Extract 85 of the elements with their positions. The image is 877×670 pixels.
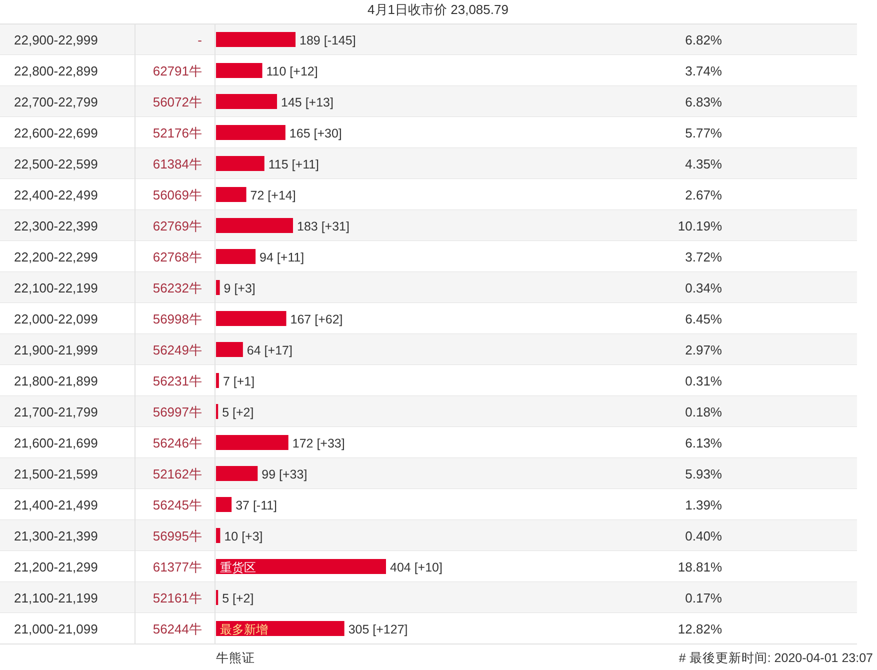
text: 6.82% [685, 32, 722, 48]
y-tick-label: 22,600-22,699 [14, 126, 98, 140]
text: 3.74% [685, 64, 722, 78]
y2-tick-label: 56997牛 [152, 404, 202, 420]
y2-tick-label: 56231牛 [152, 374, 202, 388]
y-tick-label: 21,300-21,399 [14, 528, 98, 544]
text: 2.97% [685, 342, 722, 358]
data-label: 5 [+2] [222, 592, 254, 606]
y2-tick-label: - [198, 32, 202, 48]
text: 5.77% [685, 126, 722, 140]
y2-tick-label: 56069牛 [152, 188, 202, 202]
y2-tick-label: 52162牛 [152, 466, 202, 482]
annotation: 最多新增 [220, 622, 268, 636]
y2-tick-label: 56246牛 [152, 436, 202, 450]
data-label: 115 [+11] [268, 158, 320, 172]
annotation: 重货区 [220, 560, 256, 574]
y2-tick-label: 52161牛 [152, 590, 202, 606]
y-tick-label: 21,700-21,799 [14, 404, 98, 420]
y2-tick-label: 61377牛 [152, 560, 202, 574]
y2-tick-label: 62791牛 [152, 64, 202, 78]
data-label: 10 [+3] [224, 530, 263, 544]
data-label: 94 [+11] [260, 250, 304, 264]
y-tick-label: 21,000-21,099 [14, 622, 98, 636]
data-label: 145 [+13] [281, 96, 334, 110]
data-label: 110 [+12] [266, 64, 318, 78]
data-label: 167 [+62] [290, 312, 343, 326]
text: # 最後更新时间: 2020-04-01 23:07 [678, 651, 874, 665]
data-label: 7 [+1] [222, 374, 255, 388]
y-tick-label: 21,200-21,299 [14, 560, 98, 574]
text: 0.17% [685, 590, 722, 606]
text: 12.82% [678, 622, 722, 636]
data-label: 183 [+31] [297, 220, 350, 234]
data-label: 99 [+33] [262, 468, 308, 482]
text: 3.72% [685, 250, 722, 264]
y-tick-label: 21,600-21,699 [14, 436, 98, 450]
text: 1.39% [685, 498, 722, 512]
text: 6.83% [685, 94, 722, 110]
y2-tick-label: 56072牛 [152, 94, 202, 110]
y2-tick-label: 56998牛 [152, 312, 202, 326]
y-tick-label: 22,500-22,599 [14, 156, 98, 172]
data-label: 404 [+10] [390, 560, 442, 574]
text: 0.18% [685, 404, 722, 420]
y2-tick-label: 52176牛 [152, 126, 202, 140]
text: 10.19% [678, 218, 722, 234]
data-label: 165 [+30] [289, 126, 342, 140]
y2-tick-label: 62768牛 [152, 250, 202, 264]
text: 0.34% [685, 280, 722, 296]
text: 4.35% [685, 156, 722, 172]
y-tick-label: 22,100-22,199 [14, 280, 98, 296]
y2-tick-label: 62769牛 [152, 218, 202, 234]
y-tick-label: 22,300-22,399 [14, 218, 98, 234]
data-label: 72 [+14] [250, 188, 296, 202]
data-label: 9 [+3] [224, 282, 256, 296]
data-label: 189 [-145] [300, 34, 356, 48]
text: 4月1日收市价 23,085.79 [368, 2, 508, 17]
y2-tick-label: 61384牛 [152, 156, 202, 172]
y-tick-label: 21,800-21,899 [14, 374, 98, 388]
y-tick-label: 21,500-21,599 [14, 466, 98, 482]
y-tick-label: 22,000-22,099 [14, 312, 98, 326]
data-label: 64 [+17] [246, 344, 292, 358]
y-tick-label: 22,400-22,499 [14, 188, 98, 202]
y-tick-label: 22,200-22,299 [14, 250, 98, 264]
text: 18.81% [678, 560, 722, 574]
text: 6.45% [685, 312, 722, 326]
text: 5.93% [685, 466, 722, 482]
text: 2.67% [685, 188, 722, 202]
text: 牛熊证 [216, 651, 255, 665]
y-tick-label: 22,700-22,799 [14, 94, 98, 110]
y-tick-label: 21,100-21,199 [14, 590, 98, 606]
y-tick-label: 22,800-22,899 [14, 64, 98, 78]
y2-tick-label: 56244牛 [152, 622, 202, 636]
text: 6.13% [685, 436, 722, 450]
y-tick-label: 21,900-21,999 [14, 342, 98, 358]
data-label: 37 [-11] [236, 498, 278, 512]
data-label: 172 [+33] [292, 436, 345, 450]
y-tick-label: 22,900-22,999 [14, 32, 98, 48]
y-tick-label: 21,400-21,499 [14, 498, 98, 512]
y2-tick-label: 56249牛 [152, 342, 202, 358]
data-label: 5 [+2] [222, 406, 254, 420]
data-label: 305 [+127] [348, 622, 408, 636]
text: 0.31% [685, 374, 722, 388]
text: 0.40% [685, 528, 722, 544]
y2-tick-label: 56995牛 [152, 528, 202, 544]
y2-tick-label: 56245牛 [152, 498, 202, 512]
y2-tick-label: 56232牛 [152, 280, 202, 296]
